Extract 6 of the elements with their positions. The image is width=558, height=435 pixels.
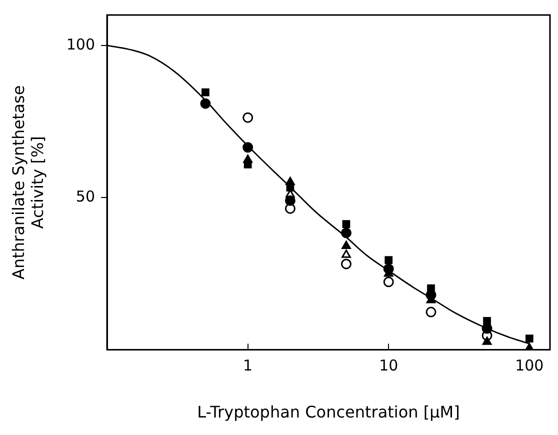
x-tick-label: 10 [379,356,398,375]
x-tick-label: 100 [515,356,544,375]
y-tick-label: 50 [76,188,96,206]
x-axis-title: L-Tryptophan Concentration [µM] [197,402,460,422]
x-tick-label: 1 [243,356,253,375]
y-axis-title: Anthranilate Synthetase Activity [%] [8,85,47,280]
